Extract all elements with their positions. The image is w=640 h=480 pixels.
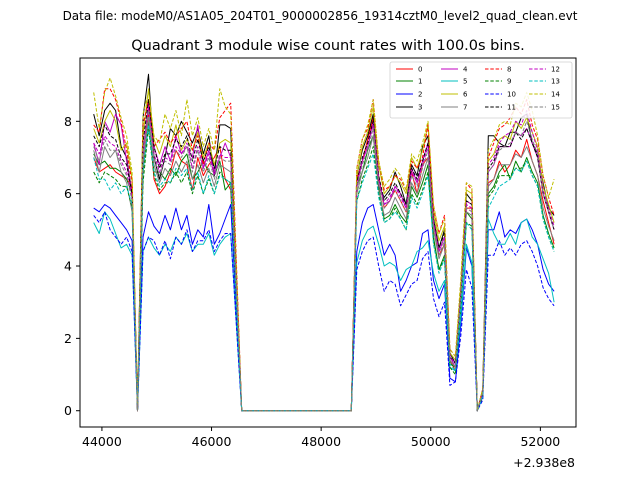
x-tick-label-3: 50000 (411, 434, 451, 449)
series-line-14 (93, 77, 555, 412)
x-tick-label-2: 48000 (301, 434, 341, 449)
series-line-10 (93, 211, 555, 412)
legend-label-6: 6 (463, 91, 468, 99)
y-tick-label-0: 0 (64, 403, 72, 418)
legend-label-14: 14 (551, 91, 560, 99)
legend-label-15: 15 (551, 104, 560, 112)
plot-area (79, 57, 577, 428)
x-offset-label: +2.938e8 (513, 455, 575, 470)
legend-label-3: 3 (418, 104, 422, 112)
y-axis: 0 2 4 6 8 (64, 114, 80, 418)
series-line-15 (93, 110, 555, 412)
legend-label-1: 1 (418, 78, 422, 86)
series-layer (93, 73, 555, 412)
legend-label-13: 13 (551, 78, 560, 86)
series-line-11 (93, 99, 555, 412)
legend-frame (389, 61, 573, 119)
x-tick-label-1: 46000 (192, 434, 232, 449)
legend-label-10: 10 (507, 91, 516, 99)
legend-label-11: 11 (507, 104, 516, 112)
legend-label-12: 12 (551, 66, 560, 74)
legend-label-9: 9 (507, 78, 511, 86)
legend-label-2: 2 (418, 91, 422, 99)
series-line-7 (93, 117, 555, 412)
chart-title: Quadrant 3 module wise count rates with … (131, 38, 525, 54)
y-tick-label-1: 2 (64, 331, 72, 346)
plot-background (80, 58, 576, 427)
legend-label-5: 5 (463, 78, 467, 86)
series-line-6 (93, 88, 555, 412)
plot-frame (79, 57, 577, 428)
chart-suptitle: Data file: modeM0/AS1A05_204T01_90000028… (63, 9, 578, 23)
series-line-2 (93, 204, 555, 412)
legend-label-7: 7 (463, 104, 467, 112)
y-tick-label-3: 6 (64, 186, 72, 201)
x-tick-label-0: 44000 (82, 434, 122, 449)
series-line-13 (93, 124, 555, 412)
y-tick-label-2: 4 (64, 259, 72, 274)
legend-label-0: 0 (418, 66, 422, 74)
legend-label-4: 4 (463, 66, 468, 74)
series-line-5 (93, 211, 555, 412)
x-axis: 44000 46000 48000 50000 52000 (82, 427, 560, 449)
legend-label-8: 8 (507, 66, 511, 74)
x-tick-label-4: 52000 (520, 434, 560, 449)
y-tick-label-4: 8 (64, 114, 72, 129)
